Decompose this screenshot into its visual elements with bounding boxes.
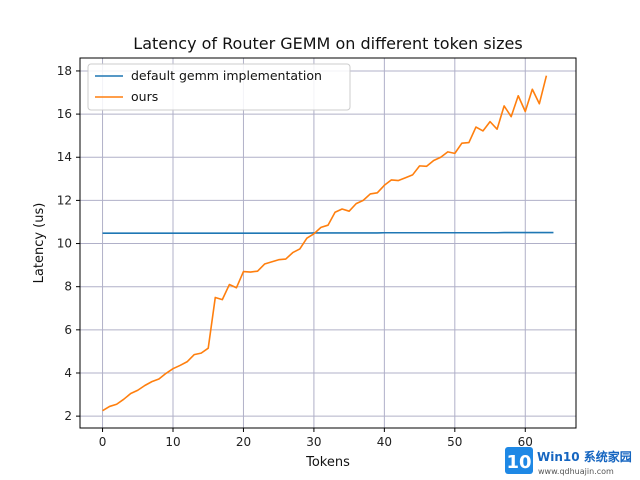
- grid-lines: [80, 58, 576, 428]
- y-axis-label: Latency (us): [32, 203, 47, 284]
- x-axis-label: Tokens: [305, 455, 350, 470]
- legend-box: [87, 63, 351, 111]
- watermark-logo-text: 10: [506, 452, 531, 473]
- watermark-brand: Win10 系统家园: [537, 449, 632, 464]
- series-layer: [102, 75, 554, 412]
- watermark-url: www.qdhuajin.com: [538, 467, 614, 476]
- x-tick-label: 10: [165, 435, 180, 449]
- chart-title: Latency of Router GEMM on different toke…: [133, 34, 522, 53]
- legend-label-ours: ours: [131, 89, 158, 104]
- y-tick-label: 12: [57, 193, 72, 207]
- series-line-default-gemm: [102, 231, 554, 234]
- y-tick-label: 16: [57, 107, 72, 121]
- y-tick-label: 8: [64, 280, 72, 294]
- y-tick-label: 10: [57, 237, 72, 251]
- y-tick-label: 4: [64, 366, 72, 380]
- x-tick-label: 20: [236, 435, 251, 449]
- watermark-logo-badge: [505, 447, 533, 474]
- watermark: 10 Win10 系统家园 www.qdhuajin.com: [505, 447, 632, 476]
- y-tick-label: 6: [64, 323, 72, 337]
- y-tick-label: 2: [64, 409, 72, 423]
- x-tick-label: 60: [518, 435, 533, 449]
- x-tick-label: 50: [447, 435, 462, 449]
- axis-ticks: 0 10 20 30 40 50 60 2 4 6 8 10 12 14 16 18: [57, 64, 533, 449]
- x-tick-label: 40: [377, 435, 392, 449]
- x-tick-label: 30: [306, 435, 321, 449]
- plot-area-frame: [79, 57, 577, 429]
- legend-label-default: default gemm implementation: [131, 68, 322, 83]
- series-line-ours: [102, 75, 548, 412]
- x-tick-label: 0: [99, 435, 107, 449]
- legend: default gemm implementation ours: [87, 63, 351, 111]
- y-tick-label: 18: [57, 64, 72, 78]
- y-tick-label: 14: [57, 150, 72, 164]
